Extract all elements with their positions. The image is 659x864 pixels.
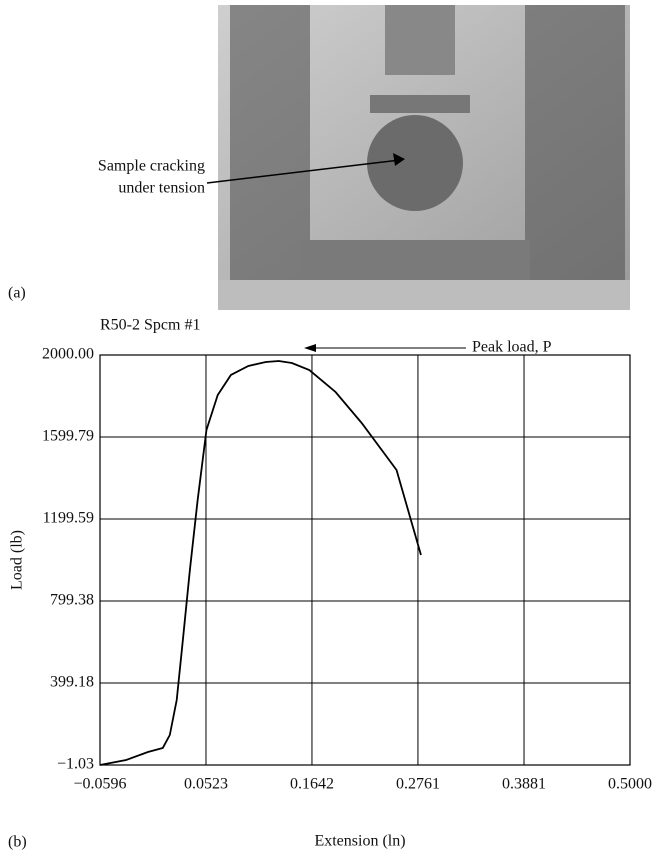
- panel-label: (a): [8, 285, 26, 302]
- photo-arrow: [206, 159, 401, 184]
- photo-annotation: Sample cracking: [98, 158, 205, 175]
- photo: [218, 5, 630, 310]
- y-axis-label: Load (lb): [9, 530, 26, 590]
- x-tick-label: 0.2761: [396, 776, 440, 793]
- photo-annotation: under tension: [118, 180, 205, 197]
- x-tick-label: −0.0596: [73, 776, 126, 793]
- plot-frame: [99, 354, 631, 766]
- annotation: Peak load, P: [472, 339, 552, 356]
- photo-arrowhead: [393, 153, 405, 166]
- y-tick-label: 399.18: [50, 674, 94, 691]
- chart-title: R50-2 Spcm #1: [100, 317, 200, 334]
- x-tick-label: 0.1642: [290, 776, 334, 793]
- x-tick-label: 0.5000: [608, 776, 652, 793]
- y-tick-label: 1199.59: [43, 510, 94, 527]
- annotation-arrowhead: [304, 344, 316, 352]
- x-axis-label: Extension (ln): [314, 833, 405, 850]
- y-tick-label: −1.03: [57, 756, 94, 773]
- data-line: [99, 360, 422, 766]
- y-tick-label: 799.38: [50, 592, 94, 609]
- x-tick-label: 0.0523: [184, 776, 228, 793]
- y-tick-label: 2000.00: [42, 346, 94, 363]
- panel-label: (b): [8, 834, 27, 851]
- x-tick-label: 0.3881: [502, 776, 546, 793]
- y-tick-label: 1599.79: [42, 428, 94, 445]
